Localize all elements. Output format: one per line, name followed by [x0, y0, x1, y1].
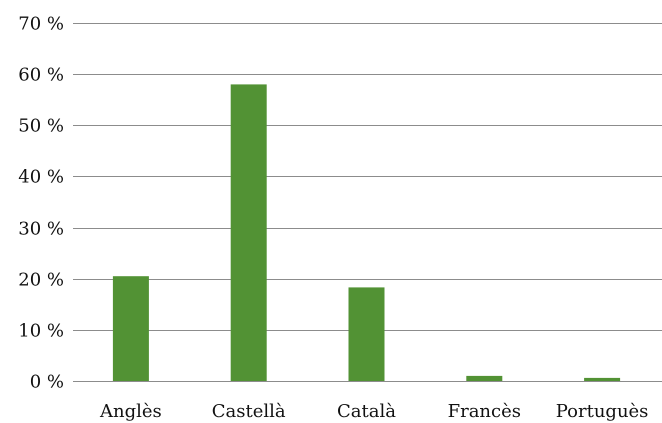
y-axis-tick-labels: 0 % 10 % 20 % 30 % 40 % 50 % 60 % 70 % — [18, 14, 64, 393]
y-tick-label: 40 % — [18, 167, 64, 188]
bars — [112, 84, 621, 382]
y-tick-label: 10 % — [18, 321, 64, 342]
y-tick-label: 30 % — [18, 219, 64, 240]
y-tick-label: 60 % — [18, 65, 64, 86]
x-category-label: Castellà — [212, 401, 286, 422]
bar-castellà — [230, 84, 267, 382]
x-category-label: Anglès — [99, 401, 162, 422]
x-category-label: Català — [337, 401, 396, 422]
x-category-label: Portuguès — [556, 401, 649, 422]
bar-català — [348, 287, 385, 381]
bar-francès — [466, 375, 503, 381]
y-tick-label: 20 % — [18, 270, 64, 291]
y-tick-label: 50 % — [18, 116, 64, 137]
bar-portuguès — [584, 377, 621, 381]
y-tick-label: 0 % — [30, 372, 64, 393]
gridlines — [73, 23, 662, 382]
bar-anglès — [112, 276, 149, 381]
x-category-label: Francès — [448, 401, 521, 422]
y-tick-label: 70 % — [18, 14, 64, 35]
x-axis-category-labels: Anglès Castellà Català Francès Portuguès — [99, 401, 648, 422]
